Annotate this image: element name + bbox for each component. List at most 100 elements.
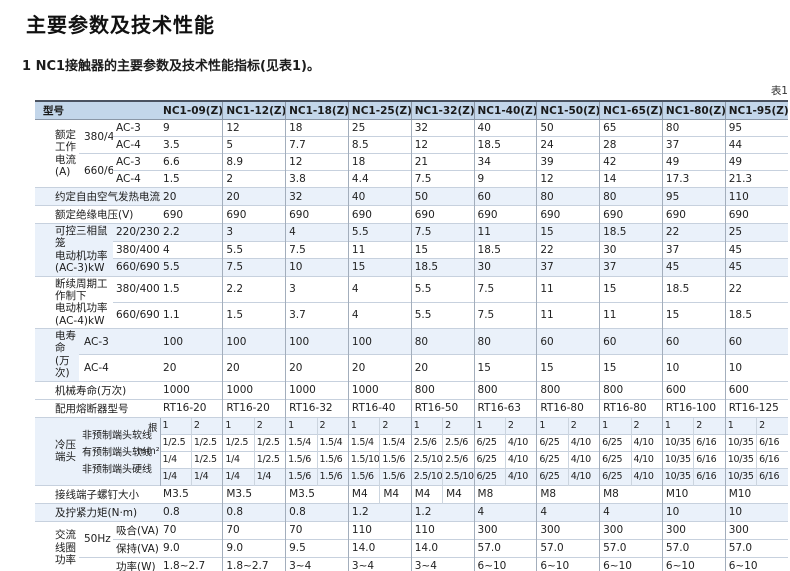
cell: 15	[536, 354, 600, 381]
cell: M4	[442, 484, 475, 503]
cell: 1	[347, 416, 380, 434]
row-label: 机械寿命(万次)	[35, 380, 161, 399]
cell: 2	[630, 416, 663, 434]
cell: M8	[536, 484, 600, 503]
column-header: NC1-18(Z)	[285, 100, 349, 120]
table-row: 1/4 1/4 1/4 1/4 1.5/6 1.5/6 1.5/6 1.5/6 2.5/10 2.…	[35, 467, 788, 485]
cell: RT16-20	[160, 398, 223, 417]
cell: 57.0	[724, 538, 788, 557]
column-header: NC1-50(Z)	[536, 100, 600, 120]
table-row: 冷压 端头 非预制端头软线 有预制端头软线 非预制端头硬线根 mm² 1 2 1 2 1 2 1 2 1 2…	[35, 416, 788, 485]
cell: 110	[347, 520, 412, 539]
cell: 4/10	[567, 433, 600, 451]
cold-press-wire-label: 非预制端头软线	[82, 430, 152, 442]
cell: 0.8	[285, 502, 349, 521]
cold-press-wire-label: 有预制端头软线	[82, 447, 152, 459]
column-header: NC1-65(Z)	[599, 100, 663, 120]
cell: 690	[724, 205, 788, 224]
table-row: 1/4 1/2.5 1/4 1/2.5 1.5/6 1.5/6 1.5/10 1.5/6 2.5…	[35, 450, 788, 468]
cell: 1	[159, 416, 192, 434]
row-label: 可控三相鼠笼 电动机功率(AC-3)kW	[35, 223, 113, 276]
cell: 2.5/10	[442, 467, 475, 485]
cell: 800	[473, 380, 537, 399]
cell: 10	[661, 502, 726, 521]
cell: 10	[661, 354, 726, 381]
cell: RT16-125	[724, 398, 788, 417]
cell: RT16-50	[410, 398, 475, 417]
cell: 4/10	[567, 467, 600, 485]
cell: 12	[285, 153, 349, 171]
cell: 5.5	[160, 258, 223, 276]
cell: 10/35	[661, 433, 694, 451]
cell: 18.5	[410, 258, 475, 276]
cell: 1	[661, 416, 694, 434]
cell: 7.7	[285, 136, 349, 154]
table-row: 可控三相鼠笼 电动机功率(AC-3)kW220/230V2.2345.57.51…	[35, 223, 788, 276]
row-label: AC-3	[113, 153, 161, 171]
cell: M3.5	[222, 484, 286, 503]
cell: 18.5	[599, 223, 663, 241]
row-label: 380/400V	[113, 240, 161, 259]
cell: 50	[536, 119, 600, 137]
cell: 300	[661, 520, 726, 539]
cell: 57.0	[599, 538, 663, 557]
cell: 1	[536, 416, 569, 434]
cell: 300	[599, 520, 663, 539]
cell: 800	[599, 380, 663, 399]
cell: 7.5	[473, 275, 537, 303]
cell: 18	[285, 119, 349, 137]
row-label: 额定绝缘电压(V)	[35, 205, 161, 224]
row-label: 断续周期工作制下 电动机功率(AC-4)kW	[35, 275, 113, 329]
cell: 10/35	[661, 450, 694, 468]
cell: 4/10	[567, 450, 600, 468]
cell: 15	[599, 354, 663, 381]
cell: 18.5	[724, 301, 788, 329]
cell: 690	[661, 205, 726, 224]
cell: M10	[661, 484, 726, 503]
table-row: 额定 工作 电流 (A)380/400VAC-39121825324050658…	[35, 119, 788, 188]
cell: 1	[473, 416, 506, 434]
cold-press-wire-label: 非预制端头硬线	[82, 464, 152, 476]
cell: 2	[693, 416, 726, 434]
table-row: 额定绝缘电压(V) 690 690 690 690 690 690 690 690 690 690	[35, 205, 788, 224]
cell: 45	[661, 258, 726, 276]
cell: 57.0	[536, 538, 600, 557]
cell: 6/25	[599, 433, 631, 451]
cell: 20	[222, 187, 286, 206]
cell: 110	[410, 520, 475, 539]
cell: 2.5/6	[442, 450, 475, 468]
cell: 4	[347, 301, 412, 329]
cell: 7.5	[222, 258, 286, 276]
cell: 1.5	[222, 301, 286, 329]
cell: 2.5/10	[410, 467, 443, 485]
column-header: NC1-80(Z)	[661, 100, 726, 120]
cell: 1/4	[222, 450, 255, 468]
cell: 25	[347, 119, 412, 137]
cell: 12	[222, 119, 286, 137]
cell: RT16-80	[599, 398, 663, 417]
cell: 32	[410, 119, 475, 137]
cell: 11	[473, 223, 537, 241]
cell: 1000	[347, 380, 412, 399]
table-row: 配用熔断器型号 RT16-20 RT16-20 RT16-32 RT16-40 RT16-…	[35, 398, 788, 417]
cell: 1	[599, 416, 631, 434]
row-label: AC-3	[79, 327, 161, 355]
cell: 1/2.5	[190, 433, 223, 451]
cell: M3.5	[285, 484, 349, 503]
cell: 1.5/6	[347, 467, 380, 485]
cell: 4/10	[630, 450, 663, 468]
cell: 1.5/6	[316, 467, 349, 485]
cell: 6~10	[599, 556, 663, 571]
cell: 5.5	[347, 223, 412, 241]
cell: 600	[724, 380, 788, 399]
cell: RT16-63	[473, 398, 537, 417]
cell: 690	[222, 205, 286, 224]
cell: 0.8	[160, 502, 223, 521]
cell: 7.5	[473, 301, 537, 329]
row-label: 660/690V	[113, 258, 161, 276]
cell: 40	[473, 119, 537, 137]
unit-mm2: mm²	[137, 445, 160, 457]
cell: 6~10	[473, 556, 537, 571]
cell: 3.5	[160, 136, 223, 154]
